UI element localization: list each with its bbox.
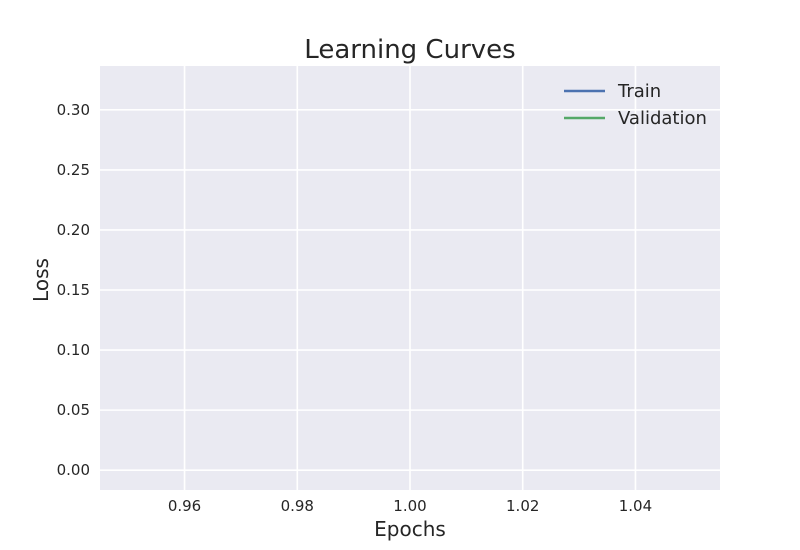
y-tick-label: 0.20 (57, 221, 90, 239)
y-tick-labels: 0.00 0.05 0.10 0.15 0.20 0.25 0.30 (57, 101, 90, 479)
x-gridlines (183, 66, 637, 490)
chart-title: Learning Curves (304, 35, 515, 65)
y-tick-label: 0.10 (57, 341, 90, 359)
y-gridlines (100, 109, 720, 471)
y-axis-label: Loss (29, 258, 53, 302)
y-tick-label: 0.30 (57, 101, 90, 119)
legend-label-validation: Validation (618, 108, 707, 129)
x-tick-label: 0.98 (281, 497, 314, 515)
y-tick-label: 0.15 (57, 281, 90, 299)
legend: Train Validation (564, 81, 707, 129)
y-tick-label: 0.05 (57, 401, 90, 419)
legend-label-train: Train (617, 81, 661, 102)
y-tick-label: 0.00 (57, 461, 90, 479)
x-tick-label: 1.04 (619, 497, 652, 515)
x-tick-labels: 0.96 0.98 1.00 1.02 1.04 (168, 497, 652, 515)
x-tick-label: 0.96 (168, 497, 201, 515)
x-tick-label: 1.00 (393, 497, 426, 515)
x-tick-label: 1.02 (506, 497, 539, 515)
x-axis-label: Epochs (374, 517, 446, 541)
y-tick-label: 0.25 (57, 161, 90, 179)
